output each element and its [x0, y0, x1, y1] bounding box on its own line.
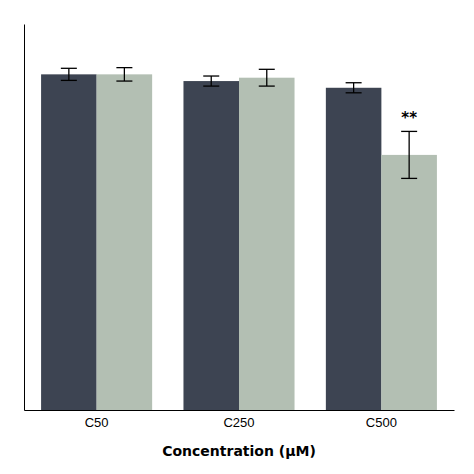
bar [381, 155, 437, 410]
y-axis-line [24, 25, 25, 411]
x-tick-label: C250 [223, 415, 254, 430]
x-label: Concentration (μM) [162, 443, 316, 459]
error-cap [259, 85, 275, 86]
error-cap [401, 131, 417, 132]
bar [326, 88, 382, 410]
error-line [211, 76, 212, 86]
error-line [353, 83, 354, 93]
error-cap [346, 92, 362, 93]
y-axis [24, 25, 25, 411]
plot: C50 C250 C500 [25, 25, 455, 431]
x-tick: C50 [85, 410, 109, 430]
error-cap [203, 75, 219, 76]
marks [41, 68, 437, 410]
error-cap [116, 67, 132, 68]
x-tick: C500 [366, 410, 397, 430]
error-bar [61, 68, 77, 80]
bar [41, 74, 97, 410]
error-line [266, 69, 267, 86]
chart: C50 C250 C500 Concentration (μM) ** [0, 0, 474, 474]
error-cap [401, 178, 417, 179]
bar [183, 81, 239, 410]
error-bar [346, 83, 362, 93]
error-line [68, 68, 69, 80]
error-line [124, 68, 125, 81]
bar [239, 78, 295, 410]
x-tick: C250 [223, 410, 254, 430]
x-axis-line [25, 410, 455, 411]
error-bar [203, 76, 219, 86]
error-cap [61, 68, 77, 69]
error-cap [116, 80, 132, 81]
error-bar [259, 69, 275, 86]
error-line [408, 131, 409, 178]
series [41, 68, 381, 410]
series [97, 68, 437, 410]
error-cap [346, 82, 362, 83]
error-cap [203, 85, 219, 86]
bar [97, 74, 153, 410]
x-axis: C50 C250 C500 [25, 410, 455, 430]
x-tick-label: C50 [85, 415, 109, 430]
error-cap [61, 80, 77, 81]
error-cap [259, 69, 275, 70]
x-tick-label: C500 [366, 415, 397, 430]
error-bar [401, 131, 417, 178]
annotation: ** [401, 109, 417, 127]
error-bar [116, 68, 132, 81]
